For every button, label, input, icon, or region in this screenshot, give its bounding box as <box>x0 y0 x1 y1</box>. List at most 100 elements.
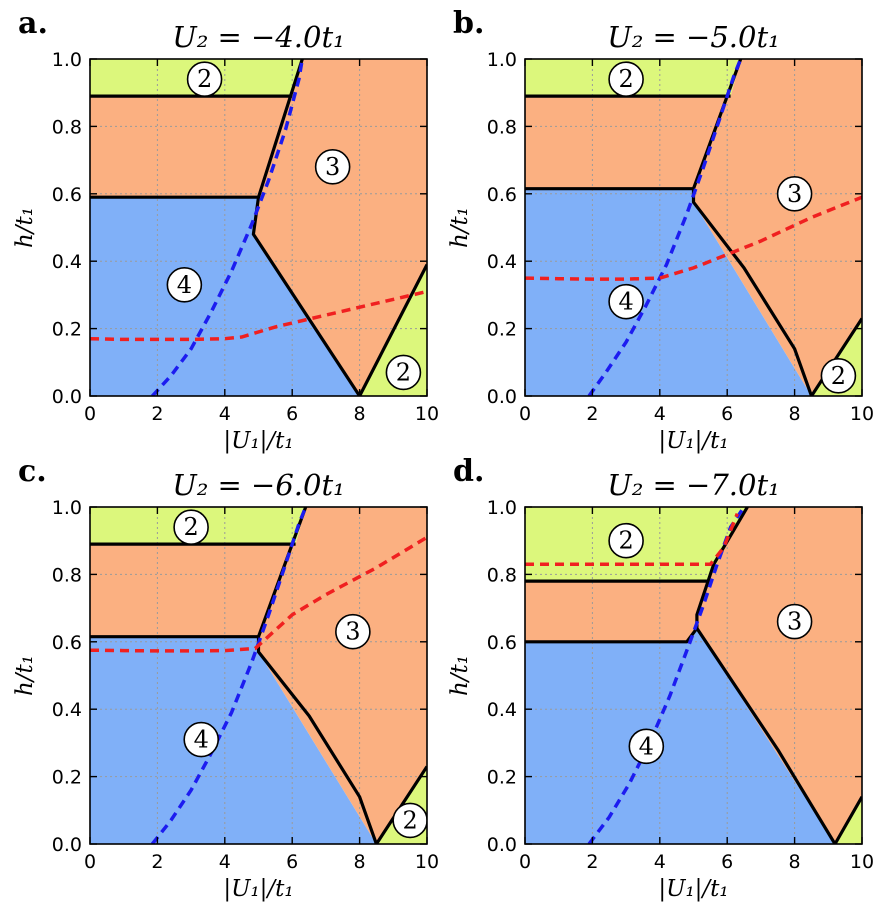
region-label-text: 4 <box>177 271 192 299</box>
x-axis-label: |U₁|/t₁ <box>658 876 728 902</box>
region-label-2: 2 <box>820 357 857 394</box>
red-dashed-curve <box>525 195 862 281</box>
y-axis-label: h/t₁ <box>12 207 38 248</box>
x-tick-label: 10 <box>415 403 439 425</box>
region-label-3: 3 <box>335 613 371 650</box>
y-tick-label: 0.0 <box>487 386 517 408</box>
region-label-circle <box>776 176 813 212</box>
region-label-circle <box>314 149 351 185</box>
region-label-text: 2 <box>396 358 411 386</box>
y-tick-label: 0.6 <box>487 184 517 206</box>
panel-title: U₂ = −5.0t₁ <box>607 20 780 54</box>
panel-letter: c. <box>18 454 47 489</box>
y-tick-label: 0.0 <box>487 834 517 856</box>
x-tick-label: 0 <box>519 403 531 425</box>
region-label-2: 2 <box>186 61 223 98</box>
red-dashed-curve <box>525 513 739 567</box>
x-tick-label: 10 <box>415 851 439 873</box>
region-label-text: 2 <box>618 527 633 555</box>
region-label-text: 2 <box>197 65 212 93</box>
plot-area: 2 3 4 <box>525 507 862 844</box>
x-tick-label: 6 <box>721 403 733 425</box>
region-label-text: 3 <box>787 180 802 208</box>
region-label-text: 4 <box>639 732 654 760</box>
y-tick-label: 0.2 <box>52 319 82 341</box>
y-axis-label: h/t₁ <box>12 655 38 696</box>
region-label-circle <box>608 283 644 320</box>
panel-c: 2 3 4 2 0 2 4 6 8 10 0.0 0.2 0.4 0.6 0.8 1.0 U₂ = −6.0t₁… <box>12 454 439 902</box>
region-label-4: 4 <box>166 266 203 303</box>
region-4-0 <box>525 628 835 844</box>
region-label-text: 2 <box>618 65 633 93</box>
region-label-circle <box>186 61 223 98</box>
x-tick-label: 10 <box>850 851 874 873</box>
region-label-circle <box>628 728 665 765</box>
region-label-text: 2 <box>403 806 418 834</box>
panel-d: 2 3 4 0 2 4 6 8 10 0.0 0.2 0.4 0.6 0.8 1.0 U₂ = −7.0t₁ d… <box>447 454 874 902</box>
y-tick-label: 0.6 <box>487 632 517 654</box>
panel-b: 2 3 4 2 0 2 4 6 8 10 0.0 0.2 0.4 0.6 0.8 1.0 U₂ = −5.0t₁… <box>447 6 874 454</box>
y-tick-label: 0.4 <box>487 699 517 721</box>
region-label-text: 2 <box>183 513 198 541</box>
region-3-1 <box>525 59 862 396</box>
x-tick-label: 2 <box>151 851 163 873</box>
region-label-text: 3 <box>345 618 360 646</box>
x-tick-label: 0 <box>519 851 531 873</box>
x-tick-label: 8 <box>789 403 801 425</box>
x-tick-label: 4 <box>654 403 666 425</box>
region-label-3: 3 <box>776 176 813 212</box>
panel-letter: d. <box>453 454 484 489</box>
region-label-2: 2 <box>173 509 209 546</box>
region-label-circle <box>173 509 209 546</box>
phase-boundary-2 <box>525 627 699 644</box>
region-label-4: 4 <box>183 721 220 758</box>
axes-frame <box>524 506 863 845</box>
y-tick-label: 0.2 <box>487 319 517 341</box>
y-axis-label: h/t₁ <box>447 655 473 696</box>
plot-area: 2 3 4 2 <box>525 59 862 396</box>
y-tick-label: 0.8 <box>52 116 82 138</box>
x-tick-label: 10 <box>850 403 874 425</box>
red-dashed-curve <box>90 289 427 342</box>
region-label-circle <box>608 522 644 559</box>
y-tick-label: 0.8 <box>487 564 517 586</box>
x-tick-label: 8 <box>354 403 366 425</box>
y-tick-label: 0.0 <box>52 834 82 856</box>
region-label-circle <box>183 721 220 758</box>
x-tick-label: 2 <box>151 403 163 425</box>
region-label-2: 2 <box>392 802 427 839</box>
x-tick-label: 4 <box>219 403 231 425</box>
region-label-circle <box>166 266 203 303</box>
panel-letter: b. <box>453 6 484 41</box>
y-tick-label: 0.2 <box>52 767 82 789</box>
x-tick-label: 4 <box>654 851 666 873</box>
region-label-text: 3 <box>787 608 802 636</box>
blue-dashed-curve <box>587 59 743 396</box>
region-label-2: 2 <box>385 354 422 391</box>
region-4-0 <box>525 188 812 396</box>
panel-a: 2 3 4 2 0 2 4 6 8 10 0.0 0.2 0.4 0.6 0.8 1.0 U₂ = −4.0t₁… <box>12 6 439 454</box>
x-tick-label: 2 <box>586 851 598 873</box>
region-label-text: 3 <box>325 153 340 181</box>
plot-area: 2 3 4 2 <box>90 507 427 844</box>
blue-dashed-curve <box>587 507 746 844</box>
region-label-text: 4 <box>194 726 209 754</box>
region-label-text: 4 <box>618 288 633 316</box>
x-tick-label: 0 <box>84 851 96 873</box>
y-tick-label: 0.8 <box>52 564 82 586</box>
y-tick-label: 1.0 <box>487 497 517 519</box>
region-label-circle <box>392 802 427 839</box>
panel-title: U₂ = −7.0t₁ <box>607 468 780 502</box>
region-label-text: 2 <box>831 362 846 390</box>
y-tick-label: 0.4 <box>52 251 82 273</box>
blue-dashed-curve <box>150 507 308 844</box>
region-4-0 <box>90 197 360 396</box>
region-label-4: 4 <box>608 283 644 320</box>
x-tick-label: 0 <box>84 403 96 425</box>
y-tick-label: 0.2 <box>487 767 517 789</box>
panel-title: U₂ = −4.0t₁ <box>172 20 345 54</box>
y-tick-label: 1.0 <box>52 497 82 519</box>
region-label-circle <box>820 357 857 394</box>
y-tick-label: 1.0 <box>52 49 82 71</box>
